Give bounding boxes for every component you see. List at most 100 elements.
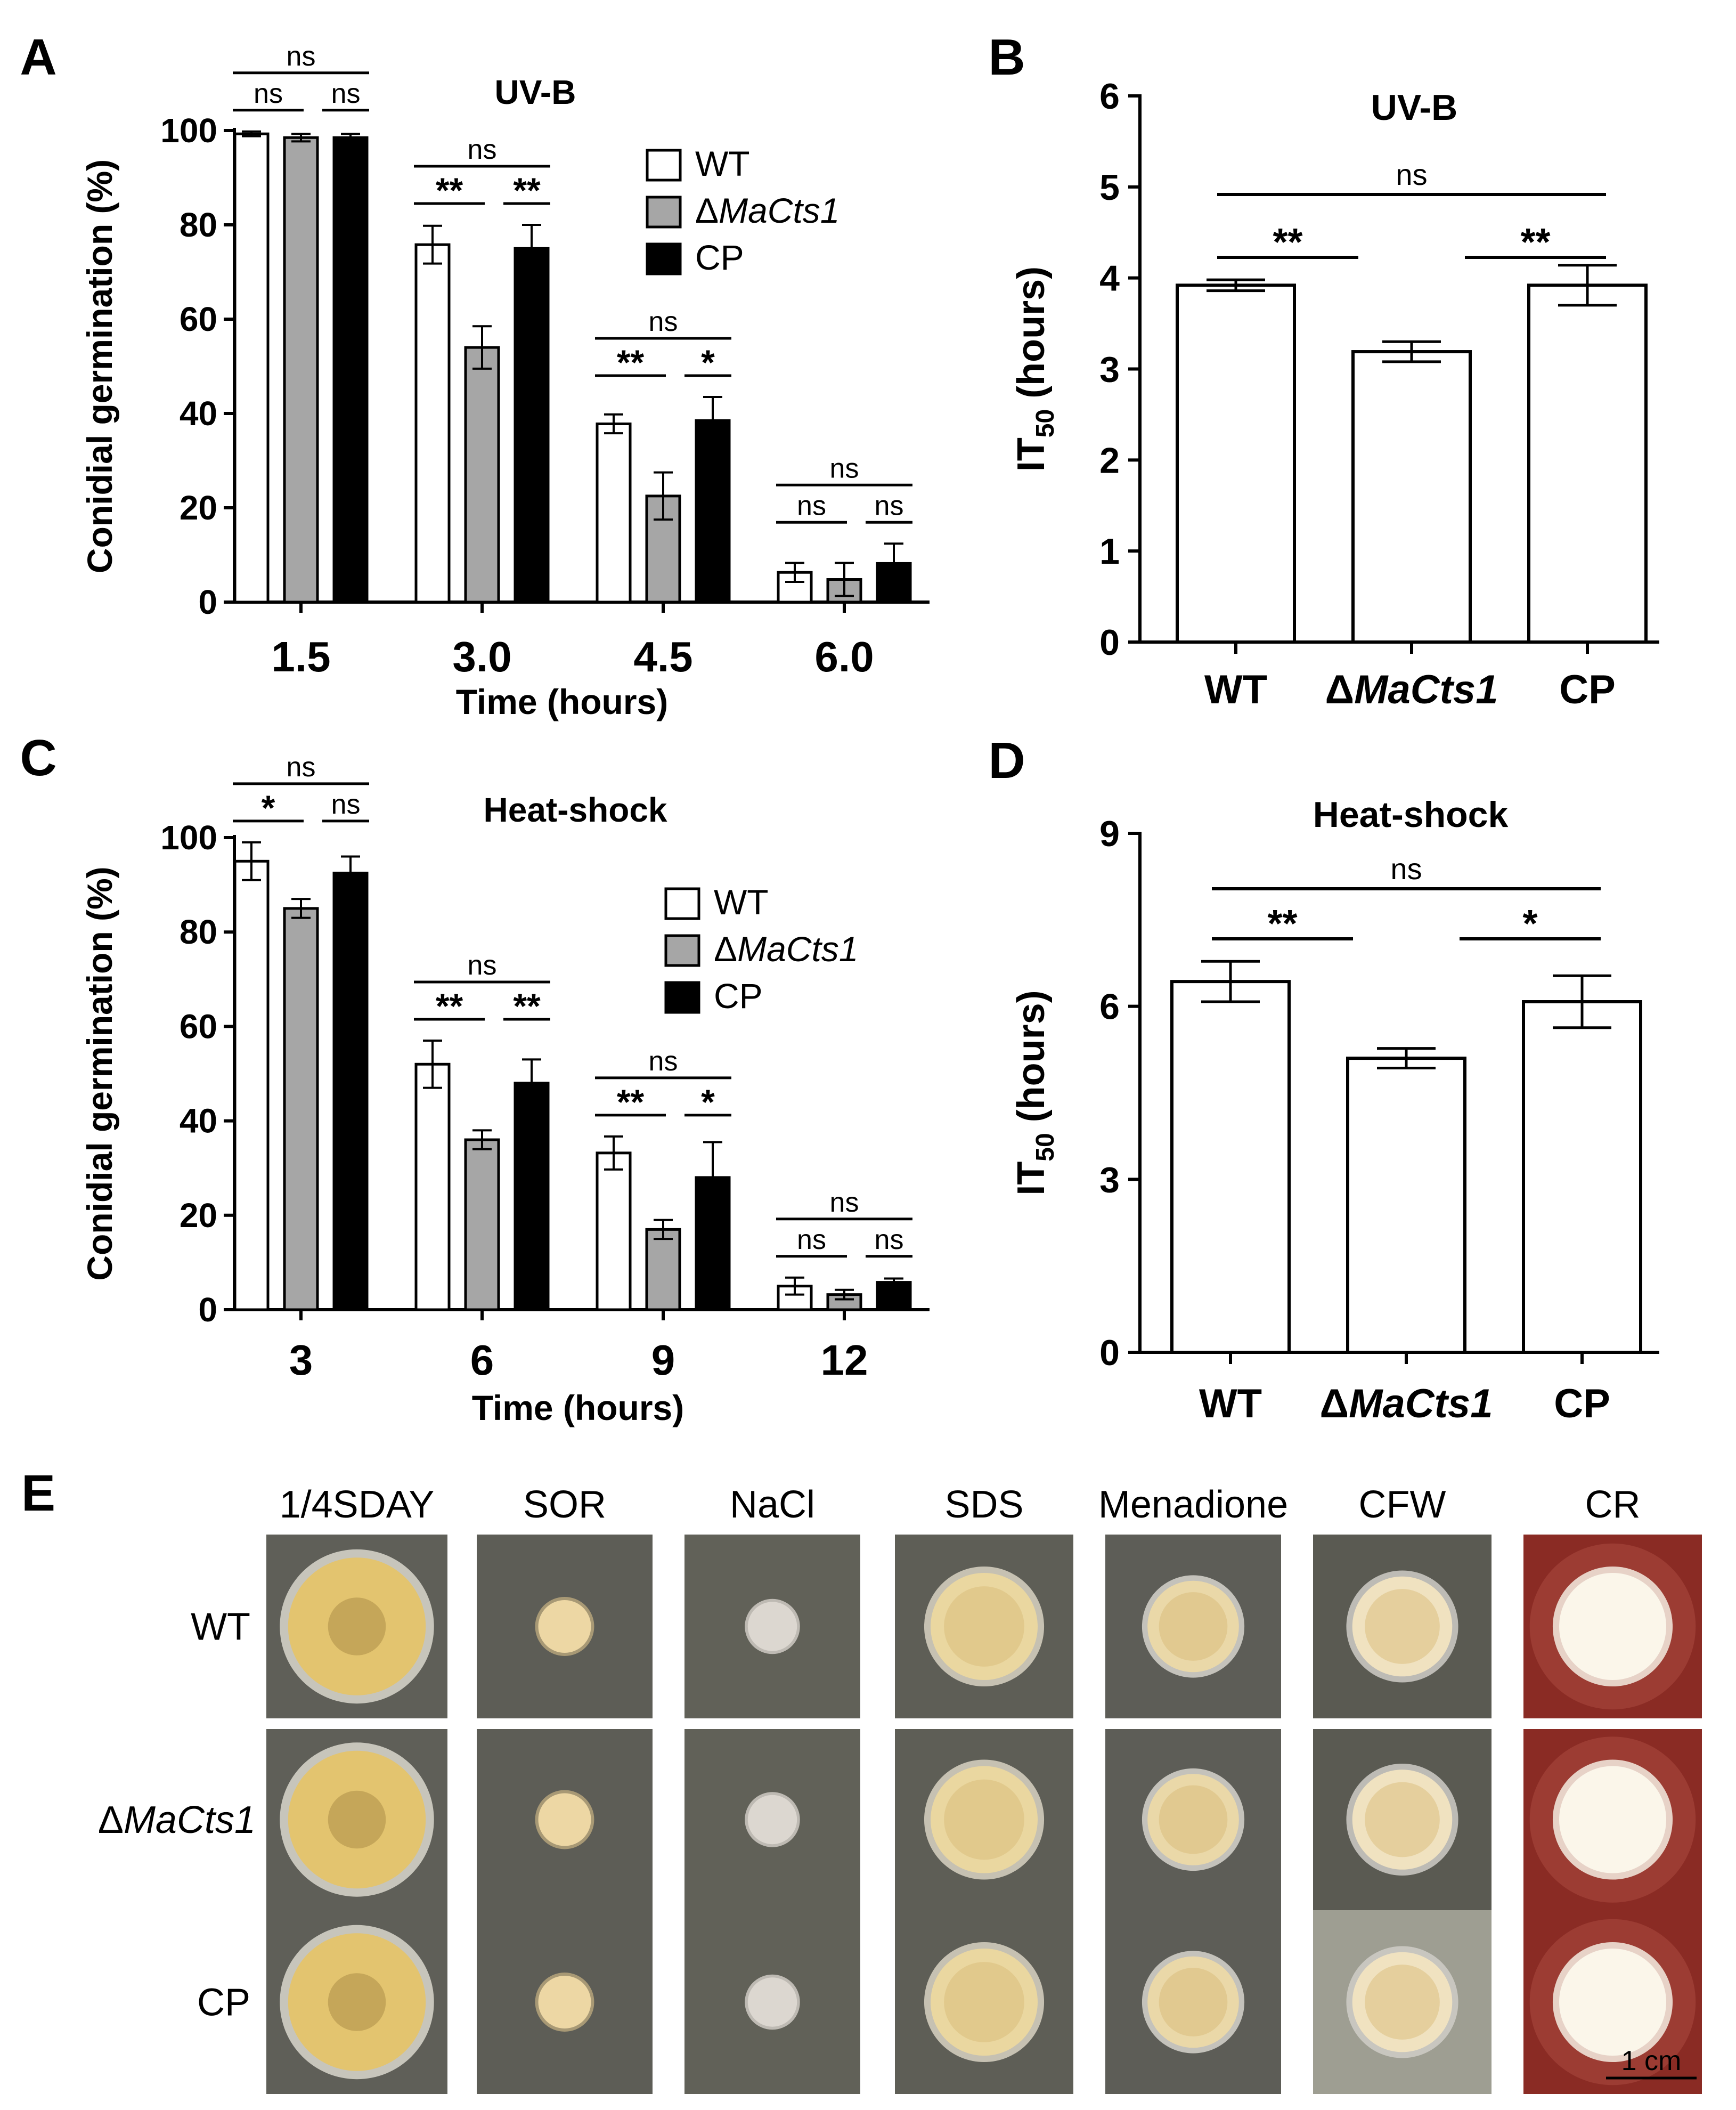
significance-mark: ** <box>617 343 645 382</box>
panel-label: D <box>988 732 1025 789</box>
x-tick-label: 3.0 <box>452 633 511 680</box>
panel-b: B UV-B 0 1 2 3 4 5 6 IT50 (hours) WT ΔMaCts1 CP ns ** *… <box>988 29 1659 712</box>
bar <box>464 1138 500 1311</box>
bar <box>695 419 731 604</box>
significance-mark: ns <box>1390 852 1422 886</box>
bar <box>514 1082 550 1311</box>
colony-center <box>1159 1785 1228 1854</box>
bar <box>332 871 369 1311</box>
x-tick-label: 12 <box>821 1336 868 1384</box>
chart-title: Heat-shock <box>1313 794 1509 835</box>
significance-mark: ** <box>1267 903 1297 945</box>
colony-center <box>328 1597 386 1655</box>
y-axis-label: IT50 (hours) <box>1010 990 1059 1195</box>
x-tick-label: 4.5 <box>633 633 692 680</box>
significance-mark: ns <box>797 490 826 521</box>
x-tick-label: 9 <box>651 1336 675 1384</box>
x-tick-label: 1.5 <box>271 633 330 680</box>
y-tick-label: 0 <box>198 583 217 621</box>
significance-mark: ** <box>1520 221 1550 264</box>
column-header: CR <box>1585 1483 1641 1526</box>
significance-mark: ns <box>797 1224 826 1255</box>
colony-center <box>1365 1782 1440 1857</box>
row-label: ΔMaCts1 <box>98 1799 256 1841</box>
y-tick-label: 3 <box>1099 350 1120 390</box>
x-axis-label: Time (hours) <box>456 682 668 721</box>
legend-label: CP <box>695 238 744 277</box>
colony-center <box>1365 1965 1440 2040</box>
chart-title: UV-B <box>495 73 576 111</box>
x-tick-label: ΔMaCts1 <box>1325 667 1498 712</box>
colony-center <box>944 1586 1024 1667</box>
significance-mark: ** <box>436 171 463 210</box>
bar <box>1176 283 1296 644</box>
y-tick-label: 6 <box>1099 76 1120 117</box>
significance-mark: ns <box>875 490 904 521</box>
x-tick-label: WT <box>1204 667 1267 712</box>
colony <box>931 1949 1038 2056</box>
significance-mark: ns <box>254 78 283 109</box>
significance-mark: ns <box>875 1224 904 1255</box>
significance-mark: ns <box>649 1046 678 1077</box>
bar <box>283 907 319 1311</box>
colony <box>1352 1952 1453 2052</box>
column-header: SDS <box>944 1483 1023 1526</box>
panel-label: B <box>988 29 1025 86</box>
column-header: CFW <box>1359 1483 1446 1526</box>
significance-mark: ** <box>436 986 463 1026</box>
bar <box>596 422 632 604</box>
legend-swatch <box>646 242 682 275</box>
y-tick-label: 0 <box>1099 1333 1120 1373</box>
column-header: SOR <box>523 1483 606 1526</box>
y-tick-label: 0 <box>1099 622 1120 663</box>
panel-a: A UV-B 0 20 40 60 80 100 Conidial germination (%… <box>20 29 930 721</box>
y-tick-label: 6 <box>1099 987 1120 1027</box>
significance-mark: ** <box>513 171 541 210</box>
colony <box>931 1573 1038 1680</box>
significance-mark: * <box>262 788 275 827</box>
colony <box>538 1600 591 1653</box>
bar <box>1351 350 1472 644</box>
colony <box>538 1976 591 2028</box>
y-tick-label: 80 <box>180 206 217 244</box>
x-tick-label: CP <box>1559 667 1616 712</box>
colony <box>1559 1949 1666 2056</box>
colony <box>1559 1573 1666 1680</box>
y-tick-label: 20 <box>180 1196 217 1235</box>
panel-d: D Heat-shock 0 3 6 9 IT50 (hours) WT ΔMaCts1 CP ns… <box>988 732 1659 1426</box>
significance-mark: ns <box>1396 158 1427 191</box>
bar <box>514 247 550 604</box>
significance-mark: ** <box>1273 221 1302 264</box>
y-tick-label: 100 <box>160 818 217 857</box>
x-tick-label: ΔMaCts1 <box>1320 1381 1493 1426</box>
x-tick-label: 6 <box>470 1336 494 1384</box>
bar <box>1346 1057 1466 1354</box>
bar <box>1522 1000 1642 1354</box>
bar <box>596 1151 632 1311</box>
significance-mark: ns <box>830 453 859 484</box>
row-label: WT <box>191 1606 250 1649</box>
panel-c: C Heat-shock 0 20 40 60 80 100 Conidial germinat… <box>20 729 930 1427</box>
significance-mark: ** <box>513 986 541 1026</box>
colony-center <box>328 1973 386 2031</box>
y-tick-label: 100 <box>160 111 217 150</box>
colony-center <box>328 1790 386 1849</box>
legend-label: ΔMaCts1 <box>714 929 858 969</box>
colony <box>931 1766 1038 1873</box>
panel-label: A <box>20 29 56 86</box>
panel-label: E <box>21 1465 55 1522</box>
significance-mark: ns <box>331 78 361 109</box>
significance-mark: ns <box>287 41 316 72</box>
significance-mark: * <box>701 1082 715 1122</box>
bar <box>233 859 270 1311</box>
significance-mark: ns <box>649 306 678 337</box>
bar <box>332 136 369 604</box>
significance-mark: ns <box>830 1187 859 1218</box>
column-header: 1/4SDAY <box>280 1483 435 1526</box>
y-tick-label: 40 <box>180 394 217 433</box>
column-header: NaCl <box>730 1483 815 1526</box>
colony <box>1352 1770 1453 1870</box>
y-tick-label: 5 <box>1099 167 1120 208</box>
x-tick-label: 6.0 <box>814 633 874 680</box>
x-tick-label: WT <box>1199 1381 1262 1426</box>
